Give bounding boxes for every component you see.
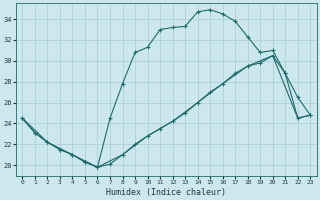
X-axis label: Humidex (Indice chaleur): Humidex (Indice chaleur) [106,188,226,197]
